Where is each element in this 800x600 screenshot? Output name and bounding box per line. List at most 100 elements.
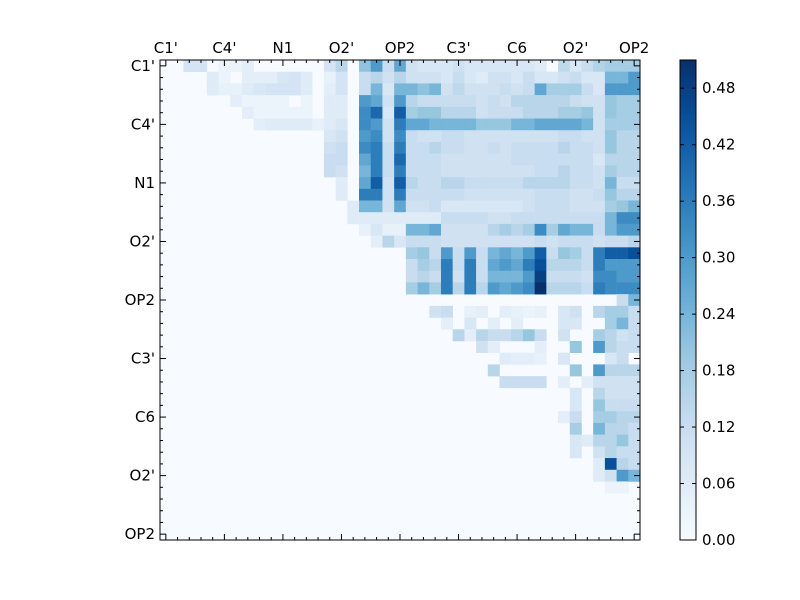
heatmap-cell [487,364,500,377]
heatmap-cell [440,282,453,295]
heatmap-cell [581,270,594,283]
heatmap-cell [241,83,254,96]
heatmap-cell [499,130,512,143]
heatmap-cell [581,153,594,166]
heatmap-cell [464,223,477,236]
heatmap-cell [476,188,489,201]
heatmap-cell [370,106,383,119]
heatmap-cell [534,177,547,190]
heatmap-cell [277,71,290,84]
heatmap-cell [440,118,453,131]
heatmap-cell [476,141,489,154]
heatmap-cell [558,247,571,260]
heatmap-cell [558,317,571,330]
y-tick-label: C3' [131,350,155,368]
heatmap-cell [616,270,629,283]
heatmap-cell [218,60,231,73]
heatmap-cell [487,188,500,201]
heatmap-cell [569,399,582,412]
heatmap-cell [359,71,372,84]
heatmap-cell [476,106,489,119]
heatmap-cell [581,130,594,143]
heatmap-cell [487,106,500,119]
heatmap-cell [511,130,524,143]
heatmap-cell [370,188,383,201]
heatmap-cell [569,340,582,353]
heatmap-cell [593,223,606,236]
heatmap-cell [604,282,617,295]
colorbar-tick-label: 0.06 [702,475,735,493]
heatmap-cell [546,188,559,201]
heatmap-cell [558,376,571,389]
heatmap-cell [522,83,535,96]
colorbar: 0.00 0.06 0.12 0.18 0.24 0.30 0.36 0.42 0.48 [679,59,735,549]
heatmap-cell [359,83,372,96]
heatmap-cell [593,118,606,131]
heatmap-cell [593,282,606,295]
heatmap-cell [558,177,571,190]
heatmap-cell [382,200,395,213]
heatmap-cell [604,118,617,131]
y-tick-labels: C1' C4' N1 O2' OP2 C3' C6 O2' OP2 [125,57,155,543]
heatmap-cell [312,118,325,131]
heatmap-cell [593,247,606,260]
heatmap-cell [581,235,594,248]
heatmap-cell [487,60,500,73]
heatmap-cell [581,71,594,84]
heatmap-cell [522,106,535,119]
heatmap-cell [534,106,547,119]
heatmap-cell [593,153,606,166]
colorbar-tick-label: 0.24 [702,305,735,323]
heatmap-cell [604,95,617,108]
heatmap-cell [569,130,582,143]
heatmap-cell [394,153,407,166]
heatmap-cell [464,212,477,225]
heatmap-cell [499,212,512,225]
heatmap-cell [593,200,606,213]
heatmap-cell [511,247,524,260]
heatmap-cell [581,376,594,389]
heatmap-cell [569,235,582,248]
heatmap-cell [230,95,243,108]
heatmap-cell [581,60,594,73]
heatmap-cell [569,165,582,178]
heatmap-cell [323,71,336,84]
heatmap-cell [277,106,290,119]
heatmap-cell [405,259,418,272]
heatmap-cell [429,212,442,225]
x-tick-label: C3' [446,39,470,57]
heatmap-cell [417,165,430,178]
heatmap-cell [522,270,535,283]
heatmap-cell [183,60,196,73]
heatmap-cell [440,317,453,330]
heatmap-cell [405,270,418,283]
heatmap-cell [604,165,617,178]
heatmap-cell [616,340,629,353]
heatmap-cell [417,177,430,190]
heatmap-cell [604,223,617,236]
heatmap-cell [452,200,465,213]
heatmap-cell [370,71,383,84]
heatmap-cell [440,188,453,201]
heatmap-cell [604,340,617,353]
heatmap-cell [394,165,407,178]
heatmap-cell [487,83,500,96]
heatmap-cell [511,259,524,272]
heatmap-cell [429,118,442,131]
heatmap-cell [440,130,453,143]
heatmap-cell [604,458,617,471]
heatmap-cell [616,282,629,295]
heatmap-cell [370,200,383,213]
heatmap-cell [628,141,641,154]
heatmap-cell [616,141,629,154]
heatmap-cell [534,376,547,389]
heatmap-cell [558,71,571,84]
heatmap-cell [604,364,617,377]
heatmap-cell [616,177,629,190]
heatmap-cell [370,235,383,248]
heatmap-cell [429,165,442,178]
heatmap-cell [604,200,617,213]
heatmap-cell [499,95,512,108]
heatmap-cell [359,212,372,225]
heatmap-cell [487,165,500,178]
